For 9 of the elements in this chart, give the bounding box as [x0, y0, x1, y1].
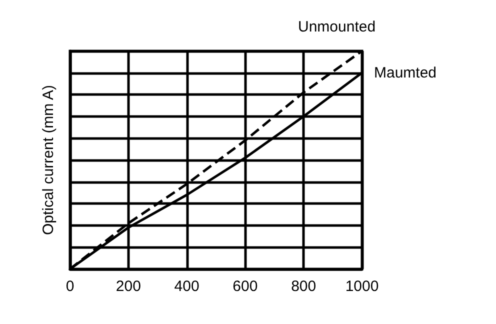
x-tick-label: 400 — [174, 278, 200, 295]
x-tick-label: 0 — [66, 278, 74, 295]
x-tick-label: 800 — [291, 278, 316, 295]
x-tick-label: 200 — [116, 278, 141, 295]
x-tick-label: 1000 — [345, 278, 379, 295]
series-label: Maumted — [374, 64, 437, 82]
x-tick-label: 600 — [232, 278, 258, 295]
y-axis-title: Optical current (mm A) — [40, 84, 57, 236]
series-label: Unmounted — [298, 18, 376, 36]
